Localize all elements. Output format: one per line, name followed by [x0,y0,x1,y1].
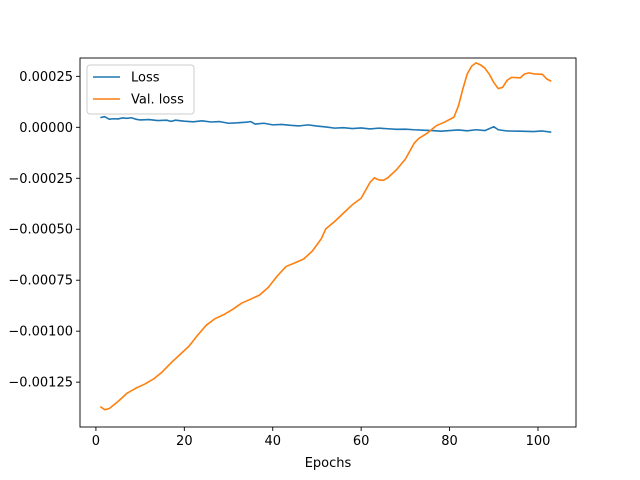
axes-frame [79,57,577,428]
series-line-val-loss [99,62,552,411]
x-tick-label: 100 [526,434,551,449]
legend: Loss Val. loss [86,64,195,115]
plot-area [99,62,552,411]
y-tick-label: 0.00000 [19,121,73,136]
x-axis-label: Epochs [305,456,352,471]
y-tick-label: 0.00025 [19,70,73,85]
x-tick-label: 60 [353,434,370,449]
y-tick-label: −0.00025 [8,172,73,187]
x-tick-label: 0 [92,434,100,449]
x-tick-label: 20 [176,434,193,449]
y-tick-label: −0.00075 [8,274,73,289]
axes: 0 20 40 60 80 100 0.00025 0.00000 −0.00025 −0.000… [8,57,577,449]
y-tick-label: −0.00050 [8,223,73,238]
legend-label-loss: Loss [131,71,160,86]
series-line-loss [100,115,552,134]
x-tick-label: 80 [441,434,458,449]
y-tick-label: −0.00100 [8,325,73,340]
x-tick-label: 40 [264,434,281,449]
legend-label-val-loss: Val. loss [131,93,184,108]
y-tick-label: −0.00125 [8,376,73,391]
